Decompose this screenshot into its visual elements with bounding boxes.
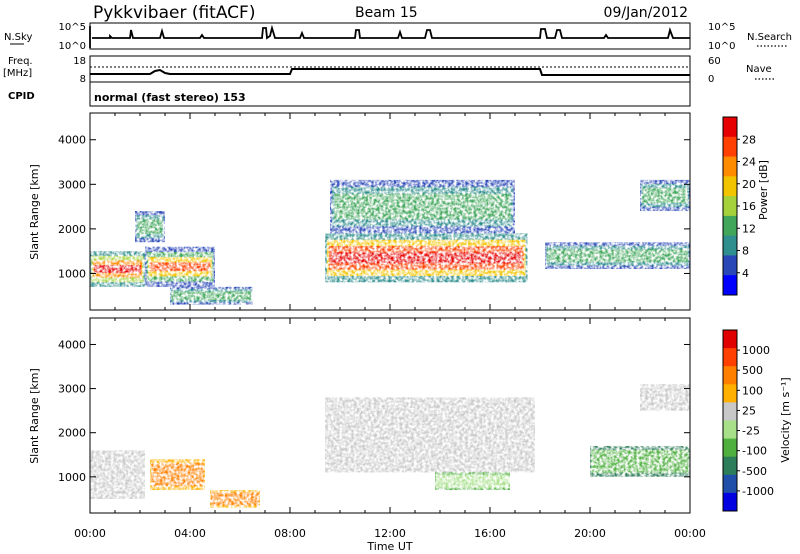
x-tick-label: 04:00 [174,527,206,540]
freq-tick-top: 18 [73,56,86,67]
velocity-ytick-label: 3000 [58,383,86,396]
velocity-ylabel: Slant Range [km] [28,368,41,464]
power-colorbar-tick-label: 20 [742,178,756,191]
noise-left-tick-bottom: 10^0 [59,41,86,52]
x-axis: 00:00 04:00 08:00 12:00 16:00 20:00 00:00 [74,527,706,540]
x-tick-label: 20:00 [574,527,606,540]
velocity-region-0-0 [90,450,145,499]
velocity-colorbar-swatch [723,456,737,476]
power-colorbar-swatch [723,156,737,177]
power-colorbar-tick-label: 24 [742,156,756,169]
velocity-colorbar-label: Velocity [m s⁻¹] [779,377,792,462]
velocity-region-5-1 [591,449,689,473]
x-tick-label: 00:00 [674,527,706,540]
velocity-region-4-1 [435,474,510,488]
cpid-label: CPID [8,91,35,102]
velocity-colorbar-swatch [723,492,737,512]
velocity-colorbar: 1000 500 100 25 -25 -100 -500 -1000 [722,329,774,512]
power-colorbar-swatch [723,255,737,276]
power-colorbar-swatch [723,136,737,158]
power-colorbar-tick-label: 28 [742,133,756,146]
power-region-6-2 [547,249,688,263]
x-tick-label: 08:00 [274,527,306,540]
power-ytick-label: 3000 [58,178,86,191]
velocity-colorbar-tick-label: 100 [742,384,763,397]
velocity-colorbar-swatch [723,384,737,403]
power-ytick-label: 4000 [58,134,86,147]
beam-title: Beam 15 [355,5,418,21]
cpid-panel: CPID normal (fast stereo) 153 [8,81,691,107]
x-tick-label: 00:00 [74,527,106,540]
power-ylabel: Slant Range [km] [28,164,41,260]
power-ytick-label: 2000 [58,223,86,236]
noise-right-tick-bottom: 10^0 [708,41,735,52]
velocity-colorbar-swatch [723,438,737,458]
date-title: 09/Jan/2012 [604,5,688,21]
velocity-ytick-label: 4000 [58,338,86,351]
x-axis-label: Time UT [366,540,412,553]
noise-search-label: N.Search [747,32,792,43]
power-colorbar-tick-label: 12 [742,222,756,235]
power-region-1-2 [137,219,163,235]
power-colorbar-swatch [723,176,737,197]
power-region-3-2 [171,291,252,301]
power-region-2-3 [149,262,211,272]
power-colorbar-swatch [723,275,737,296]
velocity-colorbar-tick-label: -100 [742,445,767,458]
power-region-0-3 [94,265,141,273]
velocity-colorbar-swatch [723,402,737,421]
power-panel: 1000 2000 3000 4000 Slant Range [km] [28,112,691,311]
freq-label-1: Freq. [8,56,33,67]
velocity-colorbar-tick-label: 500 [742,364,763,377]
velocity-colorbar-tick-label: 1000 [742,344,770,357]
velocity-colorbar-tick-label: -25 [742,425,760,438]
power-colorbar-swatch [723,235,737,256]
velocity-ytick-label: 2000 [58,427,86,440]
power-colorbar-swatch [723,215,737,237]
x-tick-label: 16:00 [474,527,506,540]
power-colorbar-label: Power [dB] [757,160,770,220]
x-tick-label: 12:00 [374,527,406,540]
noise-left-tick-top: 10^5 [59,22,86,33]
nave-tick-bottom: 0 [708,74,714,85]
freq-label-2: [MHz] [3,68,32,79]
cpid-value: normal (fast stereo) 153 [94,91,246,104]
power-colorbar-swatch [723,196,737,217]
power-colorbar-tick-label: 16 [742,200,756,213]
noise-sky-label: N.Sky [4,32,32,43]
power-region-5-2 [334,193,511,220]
velocity-colorbar-tick-label: -1000 [742,485,774,498]
station-title: Pykkvibaer (fitACF) [93,3,255,23]
velocity-colorbar-swatch [723,474,737,494]
noise-right-tick-top: 10^5 [708,22,735,33]
velocity-panel: 1000 2000 3000 4000 Slant Range [km] [28,317,691,514]
power-colorbar: 28 24 20 16 12 8 4 [722,116,756,296]
nave-tick-top: 60 [708,56,721,67]
velocity-ytick-label: 1000 [58,471,86,484]
nave-label: Nave [746,64,772,75]
frequency-panel: Freq. [MHz] 18 8 60 0 Nave [3,55,775,85]
power-colorbar-swatch [723,117,737,138]
power-region-4-3 [330,252,522,264]
power-ytick-label: 1000 [58,267,86,280]
velocity-region-6-0 [640,384,690,411]
velocity-colorbar-tick-label: 25 [742,404,756,417]
power-colorbar-tick-label: 8 [742,245,749,258]
velocity-colorbar-swatch [723,330,737,349]
velocity-colorbar-swatch [723,366,737,385]
power-region-7-2 [642,187,688,203]
velocity-region-3-0 [325,397,535,473]
noise-panel: N.Sky 10^5 10^0 10^5 10^0 N.Search [4,22,792,52]
velocity-colorbar-swatch [723,348,737,367]
power-colorbar-tick-label: 4 [742,267,749,280]
freq-tick-bottom: 8 [80,74,86,85]
velocity-region-1-1 [151,463,204,487]
velocity-region-2-1 [210,492,260,506]
velocity-colorbar-swatch [723,420,737,440]
velocity-colorbar-frame [722,329,738,512]
velocity-colorbar-tick-label: -500 [742,465,767,478]
